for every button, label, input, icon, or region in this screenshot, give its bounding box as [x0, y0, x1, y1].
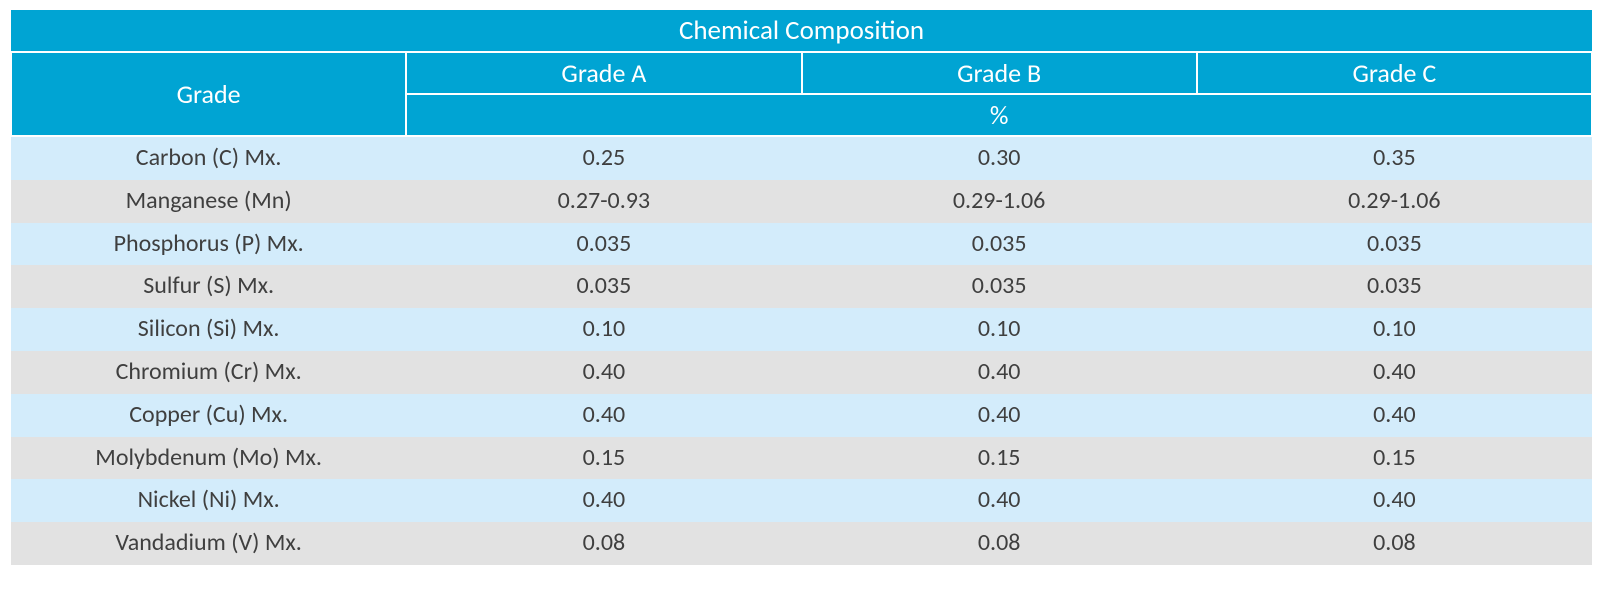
table-row: Sulfur (S) Mx. 0.035 0.035 0.035 [11, 265, 1592, 308]
value-cell: 0.15 [406, 437, 801, 480]
table-header: Chemical Composition Grade Grade A Grade… [11, 10, 1592, 136]
value-cell: 0.40 [1197, 351, 1592, 394]
unit-header: % [406, 94, 1592, 136]
value-cell: 0.035 [406, 265, 801, 308]
value-cell: 0.035 [1197, 265, 1592, 308]
element-cell: Phosphorus (P) Mx. [11, 223, 406, 266]
table-row: Carbon (C) Mx. 0.25 0.30 0.35 [11, 136, 1592, 180]
table-row: Phosphorus (P) Mx. 0.035 0.035 0.035 [11, 223, 1592, 266]
table-row: Nickel (Ni) Mx. 0.40 0.40 0.40 [11, 479, 1592, 522]
element-cell: Carbon (C) Mx. [11, 136, 406, 180]
table-row: Vandadium (V) Mx. 0.08 0.08 0.08 [11, 522, 1592, 565]
value-cell: 0.40 [406, 351, 801, 394]
element-cell: Copper (Cu) Mx. [11, 394, 406, 437]
element-cell: Sulfur (S) Mx. [11, 265, 406, 308]
table-title: Chemical Composition [11, 10, 1592, 52]
element-cell: Nickel (Ni) Mx. [11, 479, 406, 522]
value-cell: 0.10 [406, 308, 801, 351]
value-cell: 0.40 [802, 394, 1197, 437]
value-cell: 0.40 [1197, 394, 1592, 437]
table-row: Chromium (Cr) Mx. 0.40 0.40 0.40 [11, 351, 1592, 394]
value-cell: 0.27-0.93 [406, 180, 801, 223]
row-header-label: Grade [11, 52, 406, 136]
value-cell: 0.40 [406, 394, 801, 437]
value-cell: 0.40 [802, 351, 1197, 394]
element-cell: Silicon (Si) Mx. [11, 308, 406, 351]
col-header-grade-b: Grade B [802, 52, 1197, 94]
table-row: Copper (Cu) Mx. 0.40 0.40 0.40 [11, 394, 1592, 437]
col-header-grade-c: Grade C [1197, 52, 1592, 94]
value-cell: 0.29-1.06 [1197, 180, 1592, 223]
value-cell: 0.035 [406, 223, 801, 266]
value-cell: 0.10 [802, 308, 1197, 351]
value-cell: 0.035 [802, 223, 1197, 266]
value-cell: 0.40 [406, 479, 801, 522]
element-cell: Manganese (Mn) [11, 180, 406, 223]
value-cell: 0.10 [1197, 308, 1592, 351]
table-row: Silicon (Si) Mx. 0.10 0.10 0.10 [11, 308, 1592, 351]
value-cell: 0.35 [1197, 136, 1592, 180]
col-header-grade-a: Grade A [406, 52, 801, 94]
value-cell: 0.08 [406, 522, 801, 565]
value-cell: 0.15 [802, 437, 1197, 480]
table-body: Carbon (C) Mx. 0.25 0.30 0.35 Manganese … [11, 136, 1592, 565]
value-cell: 0.035 [802, 265, 1197, 308]
value-cell: 0.40 [802, 479, 1197, 522]
element-cell: Molybdenum (Mo) Mx. [11, 437, 406, 480]
value-cell: 0.08 [802, 522, 1197, 565]
value-cell: 0.25 [406, 136, 801, 180]
value-cell: 0.30 [802, 136, 1197, 180]
element-cell: Chromium (Cr) Mx. [11, 351, 406, 394]
value-cell: 0.40 [1197, 479, 1592, 522]
table-row: Molybdenum (Mo) Mx. 0.15 0.15 0.15 [11, 437, 1592, 480]
chemical-composition-table: Chemical Composition Grade Grade A Grade… [10, 10, 1593, 565]
value-cell: 0.15 [1197, 437, 1592, 480]
element-cell: Vandadium (V) Mx. [11, 522, 406, 565]
value-cell: 0.035 [1197, 223, 1592, 266]
value-cell: 0.29-1.06 [802, 180, 1197, 223]
table-row: Manganese (Mn) 0.27-0.93 0.29-1.06 0.29-… [11, 180, 1592, 223]
value-cell: 0.08 [1197, 522, 1592, 565]
